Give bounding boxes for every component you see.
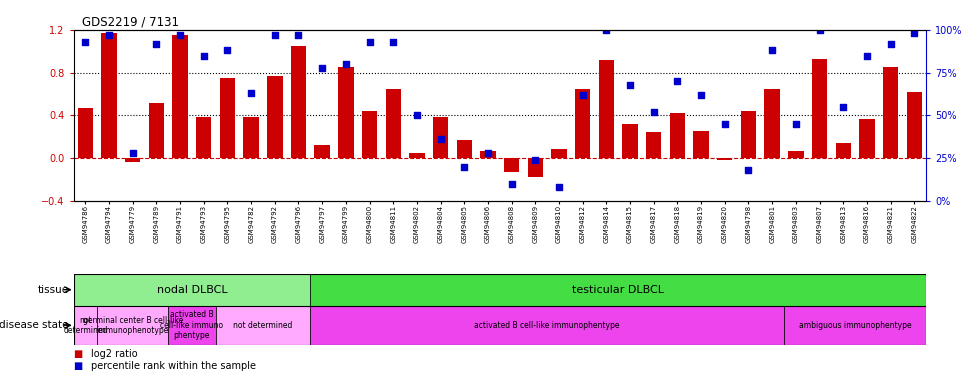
Point bbox=[811, 27, 827, 33]
Bar bbox=[527, 158, 543, 177]
Bar bbox=[764, 88, 780, 158]
Point bbox=[172, 32, 188, 38]
Text: testicular DLBCL: testicular DLBCL bbox=[572, 285, 664, 295]
Text: activated B
cell-like immuno
phentype: activated B cell-like immuno phentype bbox=[161, 310, 223, 340]
Point bbox=[906, 30, 922, 36]
Bar bbox=[480, 150, 496, 158]
Bar bbox=[788, 150, 804, 158]
Point bbox=[220, 48, 235, 54]
Point bbox=[527, 157, 543, 163]
Point bbox=[385, 39, 401, 45]
Bar bbox=[717, 158, 732, 160]
FancyBboxPatch shape bbox=[311, 306, 784, 345]
Text: ■: ■ bbox=[74, 349, 82, 359]
Point bbox=[835, 104, 851, 110]
Point bbox=[77, 39, 93, 45]
Bar bbox=[669, 113, 685, 158]
Point bbox=[433, 136, 449, 142]
Text: GDS2219 / 7131: GDS2219 / 7131 bbox=[82, 16, 179, 29]
Text: nodal DLBCL: nodal DLBCL bbox=[157, 285, 227, 295]
Point bbox=[124, 150, 140, 156]
Bar bbox=[243, 117, 259, 158]
Bar bbox=[622, 124, 638, 158]
Point bbox=[669, 78, 685, 84]
Point bbox=[575, 92, 591, 98]
Bar bbox=[836, 143, 851, 158]
Bar bbox=[883, 68, 899, 158]
Bar bbox=[196, 117, 212, 158]
Point bbox=[788, 121, 804, 127]
Text: germinal center B cell-like
immunophenotype: germinal center B cell-like immunophenot… bbox=[82, 316, 183, 335]
Point bbox=[693, 92, 709, 98]
Text: ■: ■ bbox=[74, 361, 82, 371]
Bar bbox=[268, 76, 282, 158]
FancyBboxPatch shape bbox=[97, 306, 169, 345]
FancyBboxPatch shape bbox=[311, 274, 926, 306]
Bar bbox=[172, 35, 188, 158]
Bar bbox=[385, 88, 401, 158]
Bar bbox=[575, 88, 590, 158]
Point bbox=[883, 40, 899, 46]
Point bbox=[599, 27, 614, 33]
Bar bbox=[291, 46, 306, 158]
Bar bbox=[741, 111, 757, 158]
Bar bbox=[362, 111, 377, 158]
Point bbox=[480, 150, 496, 156]
Point bbox=[149, 40, 165, 46]
Bar bbox=[338, 68, 354, 158]
Text: percentile rank within the sample: percentile rank within the sample bbox=[91, 361, 256, 371]
Bar bbox=[859, 118, 874, 158]
Point bbox=[504, 181, 519, 187]
Text: not determined: not determined bbox=[233, 321, 293, 330]
Bar bbox=[410, 153, 424, 158]
Point bbox=[291, 32, 307, 38]
Point bbox=[243, 90, 259, 96]
Bar bbox=[433, 117, 448, 158]
Bar bbox=[646, 132, 662, 158]
Point bbox=[764, 48, 780, 54]
Bar bbox=[552, 149, 566, 158]
Bar bbox=[149, 102, 164, 158]
Point bbox=[196, 53, 212, 58]
Text: activated B cell-like immunophentype: activated B cell-like immunophentype bbox=[474, 321, 620, 330]
Text: not
determined: not determined bbox=[63, 316, 108, 335]
Bar bbox=[77, 108, 93, 158]
Point bbox=[315, 64, 330, 70]
Bar bbox=[101, 33, 117, 158]
Text: tissue: tissue bbox=[37, 285, 69, 295]
Bar bbox=[906, 92, 922, 158]
Bar bbox=[599, 60, 614, 158]
Text: log2 ratio: log2 ratio bbox=[91, 349, 138, 359]
Point bbox=[859, 53, 875, 58]
Point bbox=[741, 167, 757, 173]
Point bbox=[101, 32, 117, 38]
Text: ambiguous immunophentype: ambiguous immunophentype bbox=[799, 321, 911, 330]
Bar bbox=[504, 158, 519, 172]
Bar bbox=[315, 145, 330, 158]
Bar bbox=[811, 59, 827, 158]
Bar bbox=[457, 140, 472, 158]
Point bbox=[267, 32, 282, 38]
Point bbox=[717, 121, 733, 127]
Point bbox=[551, 184, 566, 190]
FancyBboxPatch shape bbox=[216, 306, 311, 345]
Point bbox=[409, 112, 424, 118]
FancyBboxPatch shape bbox=[74, 274, 311, 306]
FancyBboxPatch shape bbox=[784, 306, 926, 345]
Point bbox=[338, 61, 354, 67]
Point bbox=[622, 82, 638, 88]
Point bbox=[646, 109, 662, 115]
FancyBboxPatch shape bbox=[74, 306, 97, 345]
Bar bbox=[694, 131, 709, 158]
Text: disease state: disease state bbox=[0, 320, 69, 330]
Bar bbox=[220, 78, 235, 158]
Point bbox=[362, 39, 377, 45]
Bar bbox=[125, 158, 140, 162]
Point bbox=[457, 164, 472, 170]
FancyBboxPatch shape bbox=[169, 306, 216, 345]
